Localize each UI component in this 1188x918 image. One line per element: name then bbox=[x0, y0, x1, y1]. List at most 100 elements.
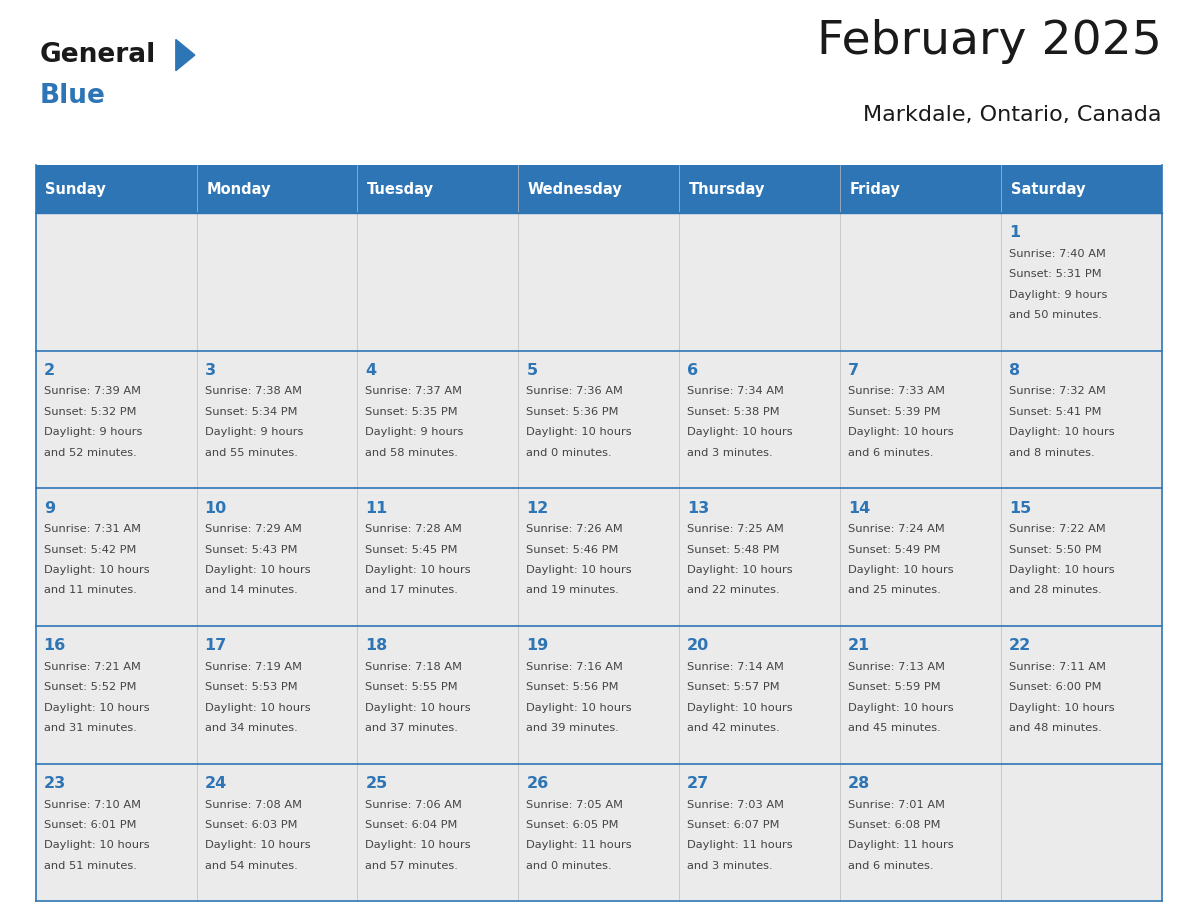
Text: and 58 minutes.: and 58 minutes. bbox=[366, 448, 459, 457]
Text: Sunrise: 7:19 AM: Sunrise: 7:19 AM bbox=[204, 662, 302, 672]
Text: Sunset: 5:49 PM: Sunset: 5:49 PM bbox=[848, 544, 941, 554]
Text: Sunset: 6:08 PM: Sunset: 6:08 PM bbox=[848, 820, 941, 830]
Text: Sunrise: 7:03 AM: Sunrise: 7:03 AM bbox=[687, 800, 784, 810]
Text: Sunset: 5:32 PM: Sunset: 5:32 PM bbox=[44, 407, 137, 417]
Text: 15: 15 bbox=[1009, 501, 1031, 516]
Text: and 28 minutes.: and 28 minutes. bbox=[1009, 586, 1101, 595]
Text: Daylight: 10 hours: Daylight: 10 hours bbox=[1009, 565, 1114, 575]
Text: 9: 9 bbox=[44, 501, 55, 516]
Text: 1: 1 bbox=[1009, 225, 1020, 241]
Text: Daylight: 11 hours: Daylight: 11 hours bbox=[848, 840, 954, 850]
Text: and 55 minutes.: and 55 minutes. bbox=[204, 448, 297, 457]
Text: Tuesday: Tuesday bbox=[367, 182, 434, 196]
Text: 8: 8 bbox=[1009, 364, 1020, 378]
Text: Daylight: 10 hours: Daylight: 10 hours bbox=[44, 840, 150, 850]
Text: 17: 17 bbox=[204, 639, 227, 654]
Text: 2: 2 bbox=[44, 364, 55, 378]
Text: and 6 minutes.: and 6 minutes. bbox=[848, 448, 934, 457]
Text: and 50 minutes.: and 50 minutes. bbox=[1009, 310, 1102, 319]
Text: Sunrise: 7:21 AM: Sunrise: 7:21 AM bbox=[44, 662, 140, 672]
Text: and 3 minutes.: and 3 minutes. bbox=[687, 861, 773, 870]
Text: 6: 6 bbox=[687, 364, 699, 378]
Text: Sunrise: 7:14 AM: Sunrise: 7:14 AM bbox=[687, 662, 784, 672]
Text: and 3 minutes.: and 3 minutes. bbox=[687, 448, 773, 457]
Text: Sunrise: 7:34 AM: Sunrise: 7:34 AM bbox=[687, 386, 784, 397]
Text: Daylight: 10 hours: Daylight: 10 hours bbox=[526, 565, 632, 575]
Text: 28: 28 bbox=[848, 776, 871, 791]
Text: and 22 minutes.: and 22 minutes. bbox=[687, 586, 779, 595]
Text: 12: 12 bbox=[526, 501, 549, 516]
Text: Daylight: 9 hours: Daylight: 9 hours bbox=[366, 427, 463, 437]
Text: Daylight: 10 hours: Daylight: 10 hours bbox=[204, 565, 310, 575]
Text: Sunrise: 7:40 AM: Sunrise: 7:40 AM bbox=[1009, 249, 1106, 259]
Text: 23: 23 bbox=[44, 776, 67, 791]
Text: Daylight: 10 hours: Daylight: 10 hours bbox=[687, 702, 792, 712]
Text: Sunrise: 7:05 AM: Sunrise: 7:05 AM bbox=[526, 800, 624, 810]
Text: Sunset: 6:03 PM: Sunset: 6:03 PM bbox=[204, 820, 297, 830]
Text: Sunday: Sunday bbox=[45, 182, 106, 196]
Text: 11: 11 bbox=[366, 501, 387, 516]
Text: Daylight: 10 hours: Daylight: 10 hours bbox=[848, 565, 954, 575]
Text: 7: 7 bbox=[848, 364, 859, 378]
Text: Daylight: 9 hours: Daylight: 9 hours bbox=[204, 427, 303, 437]
Text: and 51 minutes.: and 51 minutes. bbox=[44, 861, 137, 870]
Text: and 57 minutes.: and 57 minutes. bbox=[366, 861, 459, 870]
Text: Sunset: 6:04 PM: Sunset: 6:04 PM bbox=[366, 820, 457, 830]
Text: Sunrise: 7:24 AM: Sunrise: 7:24 AM bbox=[848, 524, 944, 534]
Text: Daylight: 10 hours: Daylight: 10 hours bbox=[366, 840, 472, 850]
Text: Sunrise: 7:29 AM: Sunrise: 7:29 AM bbox=[204, 524, 302, 534]
Text: Sunset: 5:42 PM: Sunset: 5:42 PM bbox=[44, 544, 137, 554]
Text: 3: 3 bbox=[204, 364, 216, 378]
Text: Sunrise: 7:16 AM: Sunrise: 7:16 AM bbox=[526, 662, 624, 672]
Text: Daylight: 10 hours: Daylight: 10 hours bbox=[366, 702, 472, 712]
Text: Monday: Monday bbox=[207, 182, 271, 196]
Text: and 45 minutes.: and 45 minutes. bbox=[848, 723, 941, 733]
Text: Sunset: 5:46 PM: Sunset: 5:46 PM bbox=[526, 544, 619, 554]
Text: Sunset: 5:35 PM: Sunset: 5:35 PM bbox=[366, 407, 459, 417]
Text: Daylight: 10 hours: Daylight: 10 hours bbox=[687, 427, 792, 437]
Text: Sunset: 5:31 PM: Sunset: 5:31 PM bbox=[1009, 269, 1101, 279]
Text: 10: 10 bbox=[204, 501, 227, 516]
Text: Sunset: 5:59 PM: Sunset: 5:59 PM bbox=[848, 682, 941, 692]
Text: Sunset: 6:05 PM: Sunset: 6:05 PM bbox=[526, 820, 619, 830]
Text: Daylight: 10 hours: Daylight: 10 hours bbox=[366, 565, 472, 575]
Text: Thursday: Thursday bbox=[689, 182, 765, 196]
Text: 13: 13 bbox=[687, 501, 709, 516]
Text: Sunset: 5:36 PM: Sunset: 5:36 PM bbox=[526, 407, 619, 417]
Text: Sunset: 5:50 PM: Sunset: 5:50 PM bbox=[1009, 544, 1101, 554]
Text: 16: 16 bbox=[44, 639, 67, 654]
Text: Daylight: 9 hours: Daylight: 9 hours bbox=[1009, 289, 1107, 299]
Text: Sunrise: 7:32 AM: Sunrise: 7:32 AM bbox=[1009, 386, 1106, 397]
Text: and 37 minutes.: and 37 minutes. bbox=[366, 723, 459, 733]
Text: Sunset: 5:53 PM: Sunset: 5:53 PM bbox=[204, 682, 297, 692]
Text: and 17 minutes.: and 17 minutes. bbox=[366, 586, 459, 595]
Text: Sunrise: 7:18 AM: Sunrise: 7:18 AM bbox=[366, 662, 462, 672]
Text: Daylight: 10 hours: Daylight: 10 hours bbox=[204, 840, 310, 850]
Text: Sunrise: 7:31 AM: Sunrise: 7:31 AM bbox=[44, 524, 140, 534]
Text: and 54 minutes.: and 54 minutes. bbox=[204, 861, 297, 870]
Text: and 0 minutes.: and 0 minutes. bbox=[526, 448, 612, 457]
Text: Sunset: 5:41 PM: Sunset: 5:41 PM bbox=[1009, 407, 1101, 417]
Text: and 31 minutes.: and 31 minutes. bbox=[44, 723, 137, 733]
Text: Sunset: 5:43 PM: Sunset: 5:43 PM bbox=[204, 544, 297, 554]
Text: Sunrise: 7:25 AM: Sunrise: 7:25 AM bbox=[687, 524, 784, 534]
Text: Sunrise: 7:36 AM: Sunrise: 7:36 AM bbox=[526, 386, 624, 397]
Text: Daylight: 10 hours: Daylight: 10 hours bbox=[687, 565, 792, 575]
Text: and 0 minutes.: and 0 minutes. bbox=[526, 861, 612, 870]
Text: and 14 minutes.: and 14 minutes. bbox=[204, 586, 297, 595]
Text: and 42 minutes.: and 42 minutes. bbox=[687, 723, 779, 733]
Text: Sunset: 5:39 PM: Sunset: 5:39 PM bbox=[848, 407, 941, 417]
Text: Sunrise: 7:01 AM: Sunrise: 7:01 AM bbox=[848, 800, 946, 810]
Text: Blue: Blue bbox=[39, 84, 105, 109]
Text: Sunrise: 7:37 AM: Sunrise: 7:37 AM bbox=[366, 386, 462, 397]
Text: Daylight: 10 hours: Daylight: 10 hours bbox=[204, 702, 310, 712]
Text: and 8 minutes.: and 8 minutes. bbox=[1009, 448, 1094, 457]
Text: 14: 14 bbox=[848, 501, 871, 516]
Text: Daylight: 10 hours: Daylight: 10 hours bbox=[44, 702, 150, 712]
Text: 19: 19 bbox=[526, 639, 549, 654]
Text: Daylight: 9 hours: Daylight: 9 hours bbox=[44, 427, 143, 437]
Text: Sunset: 5:38 PM: Sunset: 5:38 PM bbox=[687, 407, 779, 417]
Text: Sunrise: 7:06 AM: Sunrise: 7:06 AM bbox=[366, 800, 462, 810]
Text: Daylight: 10 hours: Daylight: 10 hours bbox=[526, 427, 632, 437]
Text: Sunrise: 7:11 AM: Sunrise: 7:11 AM bbox=[1009, 662, 1106, 672]
